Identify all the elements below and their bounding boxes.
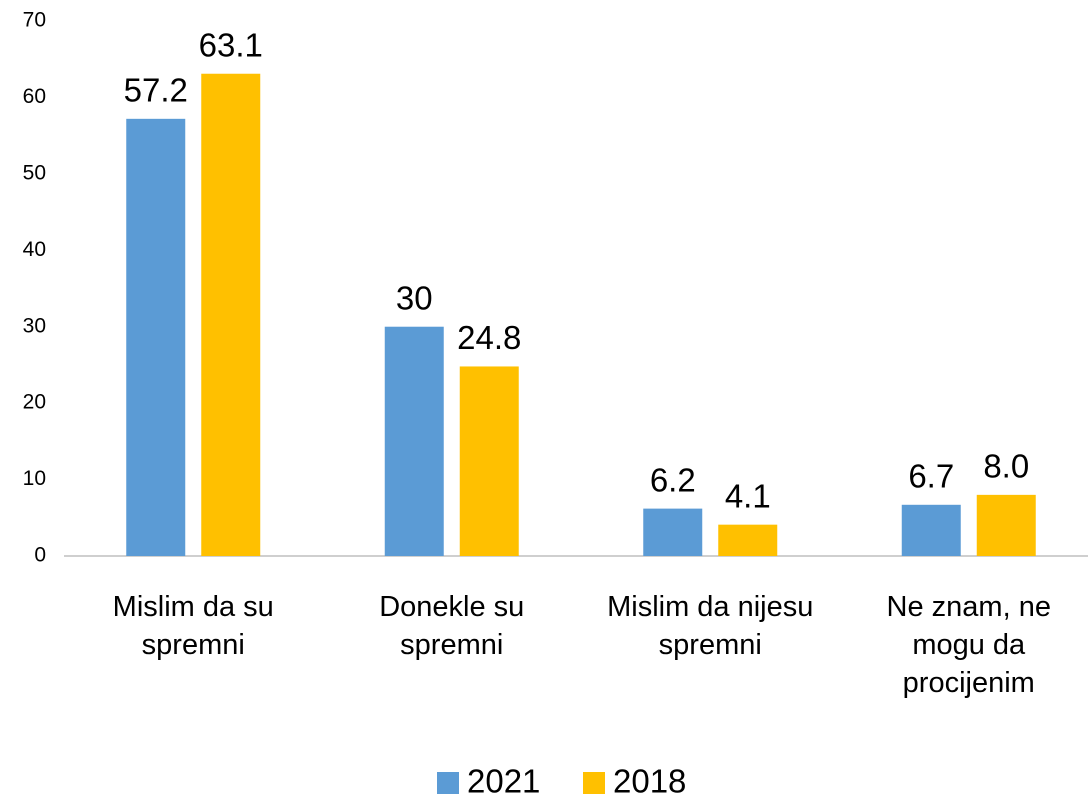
legend-swatch [583, 772, 605, 794]
y-tick-label: 20 [23, 391, 46, 414]
bar [901, 504, 961, 556]
data-label: 30 [396, 279, 433, 316]
y-tick-label: 50 [23, 161, 46, 184]
x-tick-label: Mislim da su spremni [112, 591, 274, 661]
y-tick-label: 60 [23, 85, 46, 108]
bar [384, 326, 444, 556]
bar [126, 118, 186, 556]
bar [201, 73, 261, 556]
legend-label: 2018 [613, 763, 686, 799]
data-label: 4.1 [725, 477, 771, 514]
data-label: 6.7 [908, 458, 954, 495]
bar [459, 366, 519, 556]
bar [643, 508, 703, 556]
data-label: 63.1 [199, 26, 263, 63]
bar [718, 524, 778, 556]
data-label: 8.0 [983, 448, 1029, 485]
y-tick-label: 30 [23, 314, 46, 337]
x-tick-label: Ne znam, ne mogu da procijenim [886, 591, 1051, 699]
y-tick-label: 0 [34, 544, 46, 567]
data-label: 57.2 [124, 72, 188, 109]
data-label: 6.2 [650, 461, 696, 498]
legend-swatch [437, 772, 459, 794]
y-tick-label: 10 [23, 467, 46, 490]
y-tick-label: 70 [23, 9, 46, 32]
x-tick-label: Donekle su spremni [379, 591, 525, 661]
legend-label: 2021 [467, 763, 540, 799]
bar [976, 494, 1036, 556]
data-label: 24.8 [457, 319, 521, 356]
y-tick-label: 40 [23, 238, 46, 261]
x-tick-label: Mislim da nijesu spremni [607, 591, 814, 661]
